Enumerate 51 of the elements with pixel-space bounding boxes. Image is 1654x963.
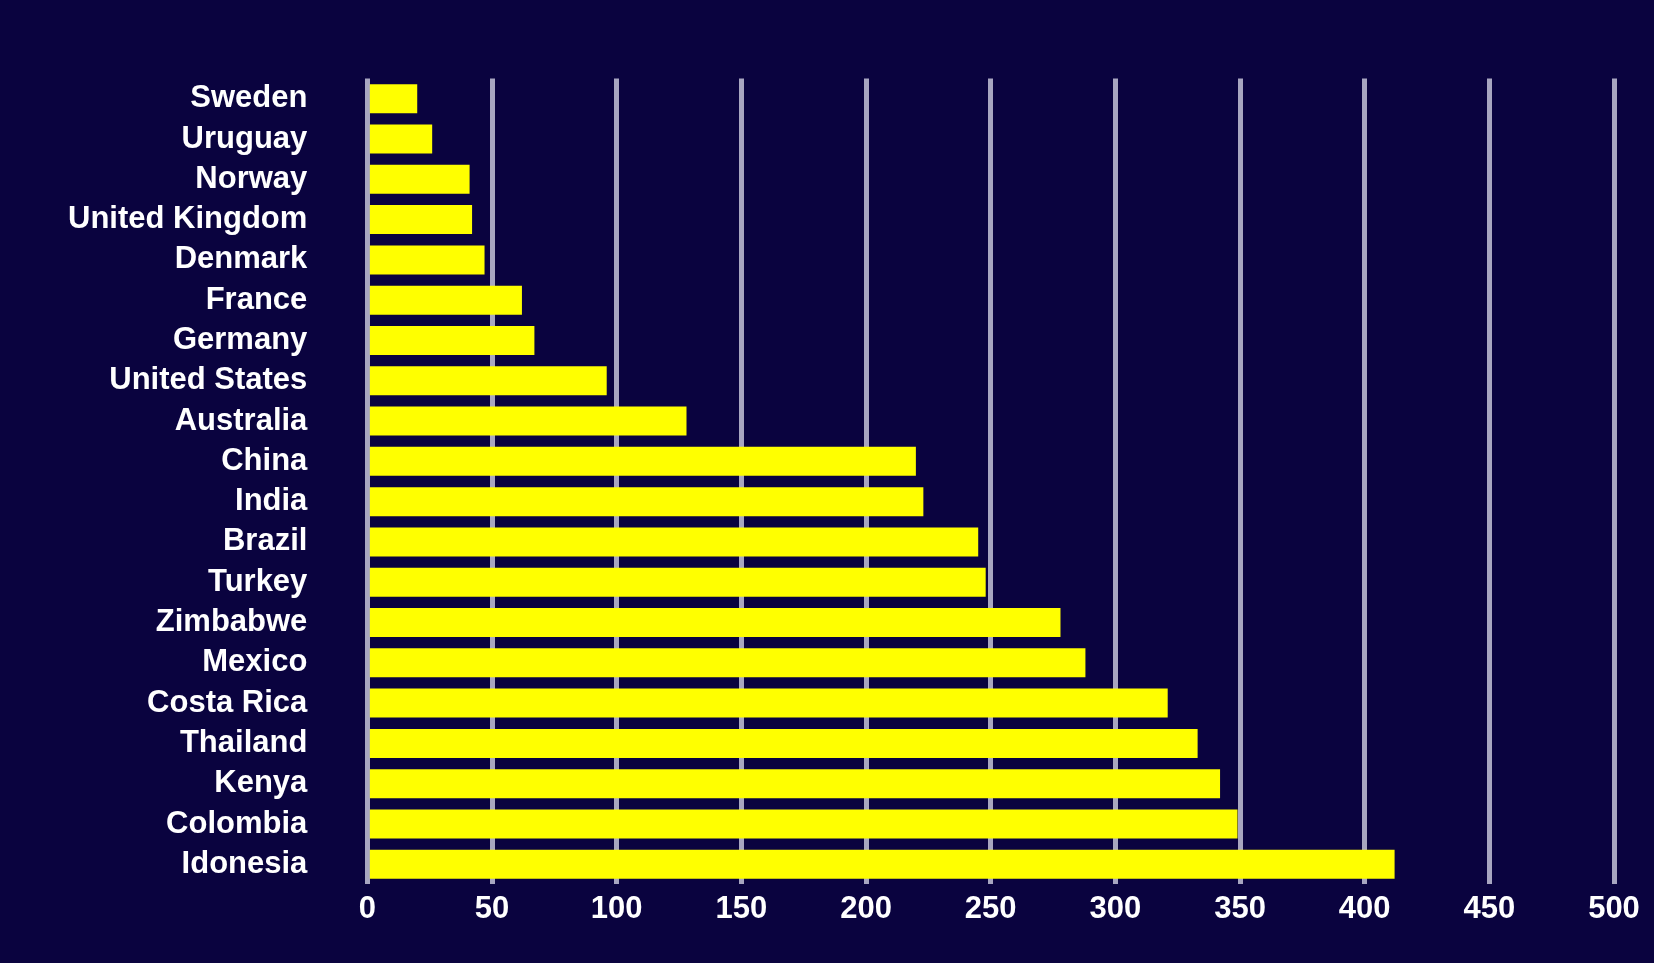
y-tick-label: India <box>235 482 309 518</box>
y-tick-label: Zimbabwe <box>155 603 308 639</box>
bar <box>369 245 485 275</box>
bar <box>369 406 687 436</box>
bar <box>369 608 1061 638</box>
bar <box>369 688 1168 718</box>
x-tick-label: 150 <box>715 889 768 925</box>
x-tick-label: 50 <box>474 889 510 925</box>
y-tick-label: Kenya <box>214 764 309 800</box>
bar <box>369 769 1221 799</box>
bar <box>369 164 470 194</box>
y-tick-label: Sweden <box>190 79 308 115</box>
bar <box>369 527 979 557</box>
bar <box>369 325 535 355</box>
x-tick-label: 200 <box>840 889 892 925</box>
x-tick-label: 450 <box>1463 889 1516 925</box>
y-tick-label: France <box>205 280 308 316</box>
x-tick-label: 0 <box>358 889 376 925</box>
bar <box>369 648 1086 678</box>
bar <box>369 285 522 315</box>
y-tick-label: Turkey <box>208 562 309 598</box>
y-tick-label: Idonesia <box>181 844 309 880</box>
y-tick-label: Denmark <box>174 240 309 276</box>
bar <box>369 849 1395 879</box>
x-tick-label: 100 <box>590 889 643 925</box>
bar <box>369 84 418 114</box>
y-tick-label: Australia <box>174 401 309 437</box>
x-tick-label: 500 <box>1588 889 1640 925</box>
x-tick-label: 400 <box>1338 889 1391 925</box>
y-tick-label: Uruguay <box>181 119 309 155</box>
y-tick-label: China <box>221 441 309 477</box>
bar <box>369 205 473 235</box>
bar <box>369 366 607 396</box>
y-tick-label: Costa Rica <box>147 683 309 719</box>
bar <box>369 446 916 476</box>
y-tick-label: Mexico <box>202 643 308 679</box>
x-tick-label: 250 <box>964 889 1017 925</box>
y-tick-label: Germany <box>172 321 309 357</box>
bar <box>369 728 1198 758</box>
y-tick-label: Colombia <box>166 804 309 840</box>
bar <box>369 809 1238 839</box>
x-tick-label: 350 <box>1214 889 1266 925</box>
bar <box>369 567 986 597</box>
y-tick-label: Norway <box>195 159 309 195</box>
y-tick-label: Brazil <box>222 522 308 558</box>
y-tick-label: United States <box>109 361 308 397</box>
bar <box>369 487 924 517</box>
x-tick-label: 300 <box>1089 889 1142 925</box>
y-tick-label: United Kingdom <box>68 200 308 236</box>
bar <box>369 124 433 154</box>
y-tick-label: Thailand <box>179 723 308 759</box>
